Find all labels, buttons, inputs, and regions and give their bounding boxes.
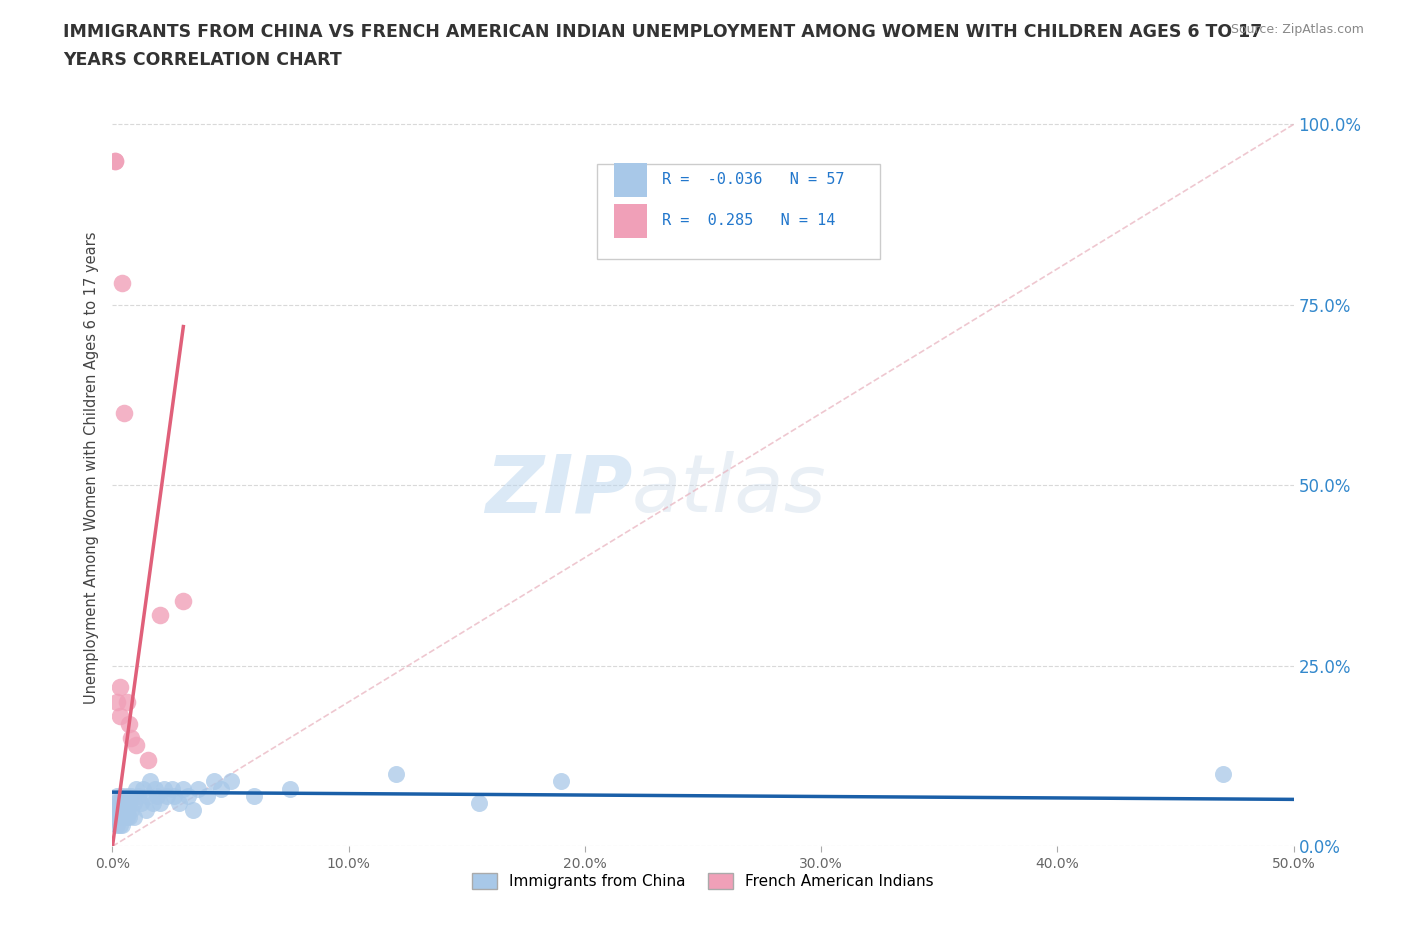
Point: [129, 795, 152, 810]
Point: [219, 774, 242, 789]
Point: [146, 789, 169, 804]
Point: [112, 803, 135, 817]
Point: [111, 817, 134, 832]
Point: [115, 810, 138, 825]
Point: [181, 803, 204, 817]
Bar: [614, 204, 648, 238]
Point: [167, 795, 190, 810]
Point: [108, 810, 131, 825]
Point: [105, 817, 128, 832]
Point: [108, 795, 131, 810]
Point: [105, 803, 128, 817]
Text: ZIP: ZIP: [485, 451, 633, 529]
Point: [142, 795, 165, 810]
Point: [118, 716, 141, 731]
Point: [149, 795, 172, 810]
Point: [135, 803, 157, 817]
Point: [105, 810, 128, 825]
Point: [160, 781, 183, 796]
Point: [112, 810, 135, 825]
Point: [136, 789, 159, 804]
Point: [111, 803, 134, 817]
Point: [111, 810, 134, 825]
Point: [115, 695, 138, 710]
Point: [195, 789, 218, 804]
Point: [104, 795, 127, 810]
Point: [172, 593, 194, 608]
Point: [163, 789, 186, 804]
Point: [550, 774, 572, 789]
Point: [243, 789, 266, 804]
Point: [186, 781, 208, 796]
Point: [118, 795, 141, 810]
Point: [120, 803, 142, 817]
Legend: Immigrants from China, French American Indians: Immigrants from China, French American I…: [467, 868, 939, 896]
Y-axis label: Unemployment Among Women with Children Ages 6 to 17 years: Unemployment Among Women with Children A…: [84, 231, 100, 704]
Point: [122, 795, 145, 810]
Point: [149, 608, 172, 623]
Point: [125, 737, 148, 752]
Point: [115, 803, 138, 817]
Point: [104, 153, 127, 168]
Point: [209, 781, 232, 796]
Point: [105, 789, 128, 804]
Point: [108, 803, 131, 817]
Point: [105, 695, 128, 710]
Point: [153, 781, 176, 796]
Point: [108, 680, 131, 695]
Point: [108, 709, 131, 724]
Point: [136, 752, 159, 767]
Point: [177, 789, 200, 804]
Point: [139, 774, 162, 789]
Point: [278, 781, 301, 796]
Point: [120, 789, 142, 804]
Text: YEARS CORRELATION CHART: YEARS CORRELATION CHART: [63, 51, 342, 69]
Bar: [614, 163, 648, 197]
Point: [111, 276, 134, 291]
Point: [125, 781, 148, 796]
Point: [127, 789, 149, 804]
Point: [156, 789, 179, 804]
Point: [112, 405, 135, 420]
Point: [1212, 766, 1234, 781]
Point: [172, 781, 194, 796]
Text: Source: ZipAtlas.com: Source: ZipAtlas.com: [1230, 23, 1364, 36]
Point: [385, 766, 408, 781]
Text: R =  -0.036   N = 57: R = -0.036 N = 57: [662, 172, 844, 187]
Point: [104, 153, 127, 168]
Point: [122, 810, 145, 825]
Point: [202, 774, 225, 789]
Point: [111, 789, 134, 804]
FancyBboxPatch shape: [596, 164, 880, 259]
Point: [104, 803, 127, 817]
Point: [143, 781, 166, 796]
Point: [108, 817, 131, 832]
Point: [112, 795, 135, 810]
Text: R =  0.285   N = 14: R = 0.285 N = 14: [662, 213, 835, 228]
Text: IMMIGRANTS FROM CHINA VS FRENCH AMERICAN INDIAN UNEMPLOYMENT AMONG WOMEN WITH CH: IMMIGRANTS FROM CHINA VS FRENCH AMERICAN…: [63, 23, 1263, 41]
Text: atlas: atlas: [633, 451, 827, 529]
Point: [115, 789, 138, 804]
Point: [120, 731, 142, 746]
Point: [132, 781, 155, 796]
Point: [104, 810, 127, 825]
Point: [467, 795, 489, 810]
Point: [118, 810, 141, 825]
